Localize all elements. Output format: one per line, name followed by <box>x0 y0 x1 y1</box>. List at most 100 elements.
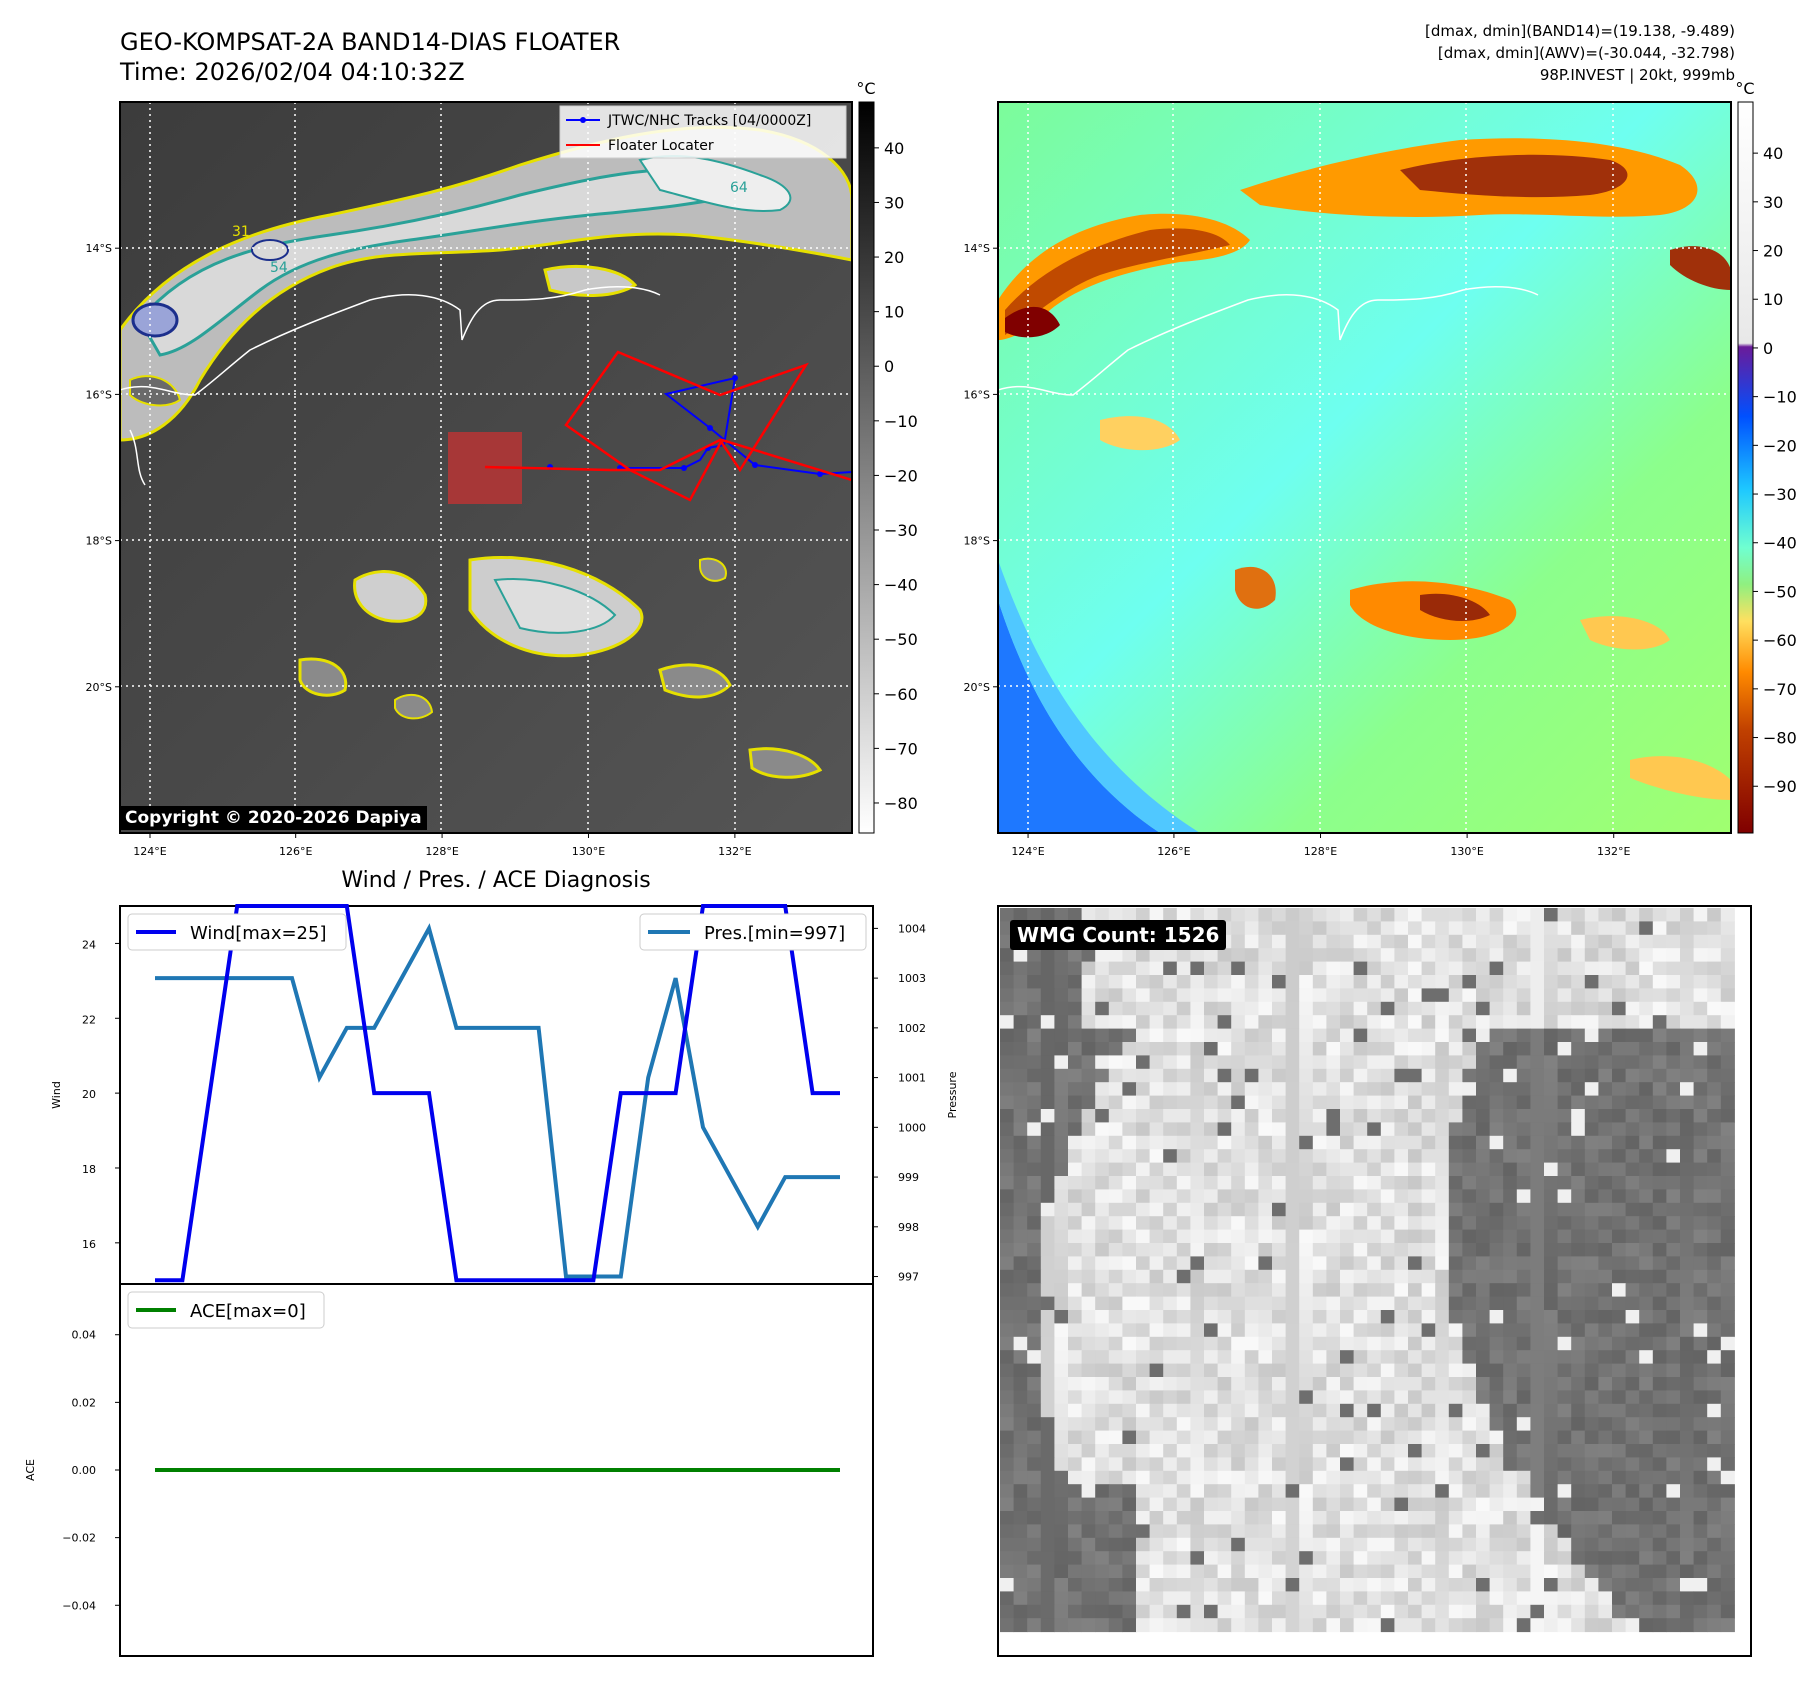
wmg-cell <box>1544 1403 1559 1418</box>
wmg-cell <box>1693 1377 1708 1391</box>
wmg-cell <box>1625 1149 1640 1164</box>
wmg-cell <box>1720 1095 1735 1110</box>
wmg-cell <box>1544 1243 1559 1257</box>
wmg-cell <box>1340 1243 1355 1257</box>
wmg-cell <box>1340 1524 1355 1539</box>
wmg-cell <box>1244 1109 1259 1123</box>
wmg-cell <box>1326 1604 1341 1619</box>
wmg-count-badge: WMG Count: 1526 <box>1010 920 1227 950</box>
wmg-cell <box>1217 1350 1232 1365</box>
wmg-cell <box>1612 1310 1627 1324</box>
wmg-cell <box>1530 1216 1545 1231</box>
wmg-cell <box>1639 1484 1654 1499</box>
wmg-cell <box>1544 1216 1559 1231</box>
wmg-cell <box>1163 1149 1178 1164</box>
wmg-cell <box>1353 961 1368 976</box>
wmg-cell <box>1353 1430 1368 1445</box>
wmg-cell <box>1530 948 1545 963</box>
wmg-cell <box>1122 1430 1137 1445</box>
wmg-cell <box>1693 1135 1708 1150</box>
wmg-cell <box>1666 1444 1681 1458</box>
awv-colorbar-tick-label: −60 <box>1763 631 1797 650</box>
wmg-cell <box>1013 988 1028 1003</box>
wmg-cell <box>1272 921 1287 936</box>
wmg-cell <box>1503 1269 1518 1284</box>
wmg-cell <box>1000 1444 1015 1458</box>
wmg-cell <box>1489 1430 1504 1445</box>
wmg-cell <box>1462 1095 1477 1110</box>
wmg-cell <box>1244 1082 1259 1097</box>
awv-y-tick-label: 16°S <box>964 388 990 401</box>
wmg-cell <box>1258 1578 1273 1592</box>
wmg-cell <box>1054 1350 1069 1365</box>
wmg-cell <box>1720 1336 1735 1351</box>
wmg-cell <box>1680 1296 1695 1311</box>
wmg-cell <box>1421 1001 1436 1016</box>
wmg-cell <box>1108 948 1123 963</box>
wmg-cell <box>1639 1390 1654 1405</box>
wmg-cell <box>1081 1417 1096 1432</box>
ir-x-ticks: 124°E 126°E 128°E 130°E 132°E <box>133 833 752 858</box>
wmg-cell <box>1081 1497 1096 1512</box>
wmg-cell <box>1326 1336 1341 1351</box>
wmg-cell <box>1176 1497 1191 1512</box>
wmg-cell <box>1421 1430 1436 1445</box>
wmg-cell <box>1584 1256 1599 1271</box>
wmg-cell <box>1095 908 1110 922</box>
wmg-cell <box>1408 1604 1423 1619</box>
wmg-cell <box>1312 1068 1327 1083</box>
wmg-cell <box>1027 1484 1042 1499</box>
wmg-cell <box>1353 1363 1368 1378</box>
wmg-cell <box>1544 1430 1559 1445</box>
wmg-cell <box>1272 908 1287 922</box>
wmg-cell <box>1258 1068 1273 1083</box>
wmg-cell <box>1584 1336 1599 1351</box>
wmg-cell <box>1720 1537 1735 1552</box>
wmg-cell <box>1680 1430 1695 1445</box>
wmg-cell <box>1557 961 1572 976</box>
wmg-cell <box>1448 1497 1463 1512</box>
wmg-cell <box>1421 1524 1436 1539</box>
wmg-cell <box>1068 1162 1083 1177</box>
wmg-cell <box>1272 1336 1287 1351</box>
wmg-cell <box>1435 1082 1450 1097</box>
wmg-cell <box>1312 1229 1327 1244</box>
wmg-cell <box>1217 961 1232 976</box>
wmg-cell <box>1571 1618 1586 1633</box>
wmg-cell <box>1462 1122 1477 1137</box>
wmg-cell <box>1326 1283 1341 1298</box>
wmg-cell <box>1584 1511 1599 1525</box>
wmg-cell <box>1448 1604 1463 1619</box>
wmg-cell <box>1516 1323 1531 1338</box>
wmg-cell <box>1163 1336 1178 1351</box>
wmg-cell <box>1380 1457 1395 1472</box>
wmg-cell <box>1421 1444 1436 1458</box>
wmg-cell <box>1639 1028 1654 1043</box>
wmg-cell <box>1544 1511 1559 1525</box>
wmg-cell <box>1299 1296 1314 1311</box>
wmg-cell <box>1068 1323 1083 1338</box>
wmg-cell <box>1040 1350 1055 1365</box>
wmg-cell <box>1367 1109 1382 1123</box>
wmg-cell <box>1625 1591 1640 1606</box>
wmg-cell <box>1040 1109 1055 1123</box>
wmg-cell <box>1068 1015 1083 1030</box>
wmg-cell <box>1367 1551 1382 1566</box>
ir-coastline <box>120 285 661 396</box>
wmg-cell <box>1476 1470 1491 1485</box>
wmg-cell <box>1231 1484 1246 1499</box>
wmg-cell <box>1408 1135 1423 1150</box>
wmg-cell <box>1353 1189 1368 1204</box>
wmg-cell <box>1503 1390 1518 1405</box>
wmg-cell <box>1122 1484 1137 1499</box>
wmg-cell <box>1720 1243 1735 1257</box>
wmg-cell <box>1680 1403 1695 1418</box>
wmg-cell <box>1258 1296 1273 1311</box>
wmg-cell <box>1544 1390 1559 1405</box>
wmg-cell <box>1380 1095 1395 1110</box>
wmg-cell <box>1503 1470 1518 1485</box>
wmg-cell <box>1122 1269 1137 1284</box>
wmg-cell <box>1122 1470 1137 1485</box>
wmg-cell <box>1108 1524 1123 1539</box>
wmg-cell <box>1462 1484 1477 1499</box>
